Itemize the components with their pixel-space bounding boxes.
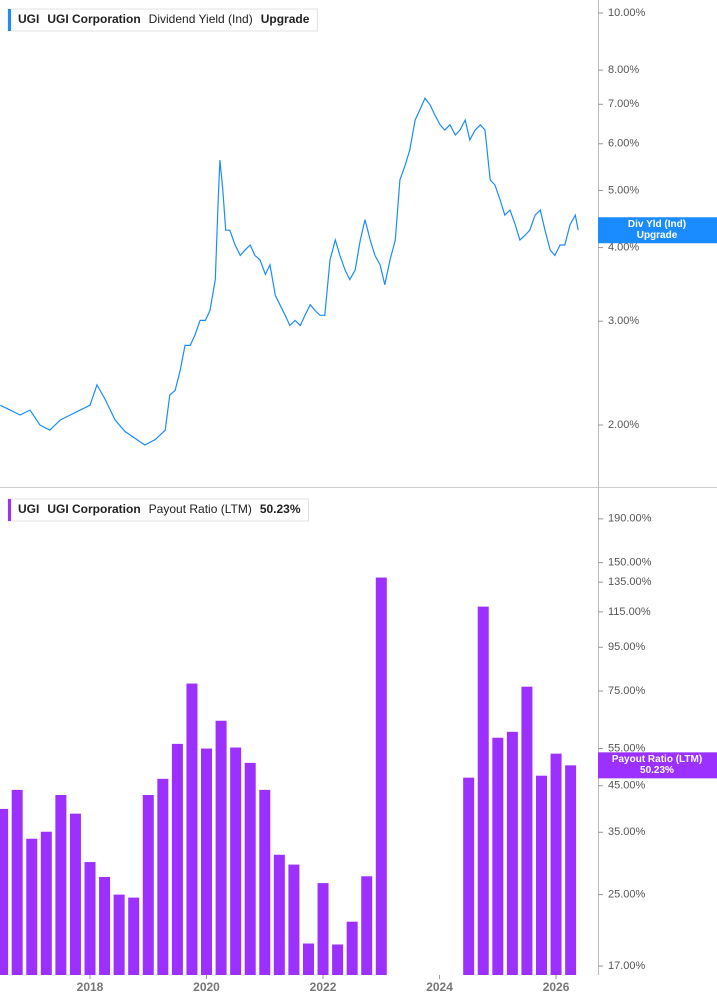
bar	[215, 720, 227, 975]
bar	[273, 854, 285, 975]
bar	[186, 683, 198, 975]
last-value-box	[598, 752, 717, 779]
line	[0, 97, 579, 446]
legend-swatch	[8, 9, 11, 31]
bar	[506, 731, 518, 975]
last-value-name: Div Yld (Ind)	[628, 219, 686, 230]
bar	[259, 789, 271, 975]
bar	[99, 876, 111, 975]
y-tick-label: 25.00%	[608, 889, 646, 901]
y-tick-label: 4.00%	[608, 241, 639, 253]
y-tick-label: 17.00%	[608, 960, 646, 972]
bar	[244, 762, 256, 975]
y-tick-label: 8.00%	[608, 64, 639, 76]
bar	[69, 813, 81, 975]
bar	[40, 831, 52, 975]
legend-text: UGI	[18, 502, 39, 516]
y-tick-label: 115.00%	[608, 606, 651, 618]
bar	[535, 775, 547, 975]
y-tick-label: 10.00%	[608, 7, 646, 19]
legend-text: UGI Corporation	[47, 12, 140, 26]
y-tick-label: 55.00%	[608, 742, 646, 754]
bar	[492, 737, 504, 975]
y-tick-label: 190.00%	[608, 513, 652, 525]
bar	[317, 883, 329, 975]
bar	[201, 748, 213, 975]
bar	[477, 606, 489, 975]
y-tick-label: 75.00%	[608, 685, 646, 697]
bar	[84, 862, 96, 975]
legend-text: UGI Corporation	[47, 502, 140, 516]
last-value-label: 50.23%	[640, 765, 674, 776]
y-tick-label: 3.00%	[608, 315, 639, 327]
bar	[128, 897, 140, 975]
y-tick-label: 35.00%	[608, 826, 646, 838]
bar	[55, 794, 67, 975]
bar	[565, 765, 577, 975]
y-tick-label: 2.00%	[608, 419, 639, 431]
bar	[113, 894, 125, 975]
bar	[521, 686, 533, 975]
bar	[171, 743, 183, 975]
bar	[230, 747, 242, 975]
bar	[361, 876, 373, 975]
y-tick-label: 95.00%	[608, 641, 646, 653]
x-tick-label: 2018	[77, 980, 104, 994]
x-tick-label: 2022	[310, 980, 337, 994]
y-tick-label: 5.00%	[608, 184, 639, 196]
x-tick-label: 2026	[543, 980, 570, 994]
legend-text: Upgrade	[261, 12, 310, 26]
last-value-name: Payout Ratio (LTM)	[612, 754, 702, 765]
bar	[346, 921, 358, 975]
legend: UGI UGI Corporation Payout Ratio (LTM) 50.2…	[7, 498, 310, 522]
bar	[0, 808, 9, 975]
legend: UGI UGI Corporation Dividend Yield (Ind) Up…	[7, 8, 318, 32]
y-tick-label: 135.00%	[608, 576, 652, 588]
legend-text: Dividend Yield (Ind)	[149, 12, 253, 26]
y-tick-label: 45.00%	[608, 780, 646, 792]
y-tick-label: 7.00%	[608, 98, 639, 110]
bar	[332, 944, 344, 975]
y-tick-label: 150.00%	[608, 557, 652, 569]
bar	[375, 577, 387, 975]
last-value-label: Upgrade	[637, 230, 678, 241]
legend-swatch	[8, 499, 11, 521]
bar	[288, 864, 300, 975]
bar	[550, 753, 562, 975]
legend-text: UGI	[18, 12, 39, 26]
bar	[11, 789, 23, 975]
y-tick-label: 6.00%	[608, 138, 639, 150]
legend-text: Payout Ratio (LTM)	[149, 502, 252, 516]
legend-text: 50.23%	[260, 502, 301, 516]
x-tick-label: 2020	[193, 980, 220, 994]
last-value-box	[598, 217, 717, 244]
bar	[142, 794, 154, 975]
bar	[26, 838, 38, 975]
bar	[302, 943, 314, 975]
x-tick-label: 2024	[426, 980, 453, 994]
bar	[157, 778, 169, 975]
bar	[463, 777, 475, 975]
